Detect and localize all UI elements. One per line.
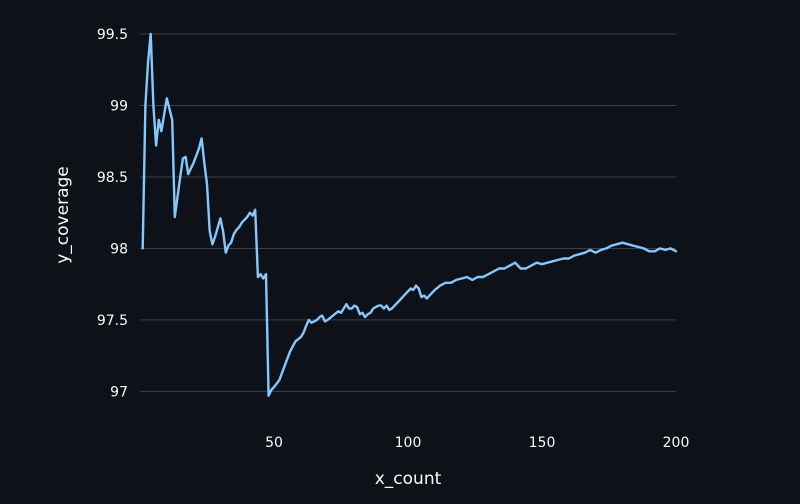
y-tick-label: 98 — [110, 241, 128, 257]
y-tick-label: 98.5 — [97, 170, 128, 186]
y-tick-label: 97.5 — [97, 313, 128, 329]
series-layer — [141, 32, 678, 397]
y-tick-label: 97 — [110, 384, 128, 400]
y-tick-label: 99.5 — [97, 27, 128, 43]
x-axis-ticks: 50 100 150 200 — [265, 435, 689, 451]
y-axis-ticks: 97 97.5 98 98.5 99 99.5 — [97, 27, 128, 400]
y-tick-label: 99 — [110, 98, 128, 114]
x-tick-label: 200 — [663, 435, 690, 451]
x-tick-label: 100 — [395, 435, 422, 451]
x-axis-title: x_count — [375, 469, 442, 489]
x-tick-label: 150 — [529, 435, 556, 451]
x-tick-label: 50 — [265, 435, 283, 451]
gridlines — [140, 33, 676, 392]
series-line-0 — [141, 32, 678, 397]
y-axis-title: y_coverage — [53, 166, 73, 263]
